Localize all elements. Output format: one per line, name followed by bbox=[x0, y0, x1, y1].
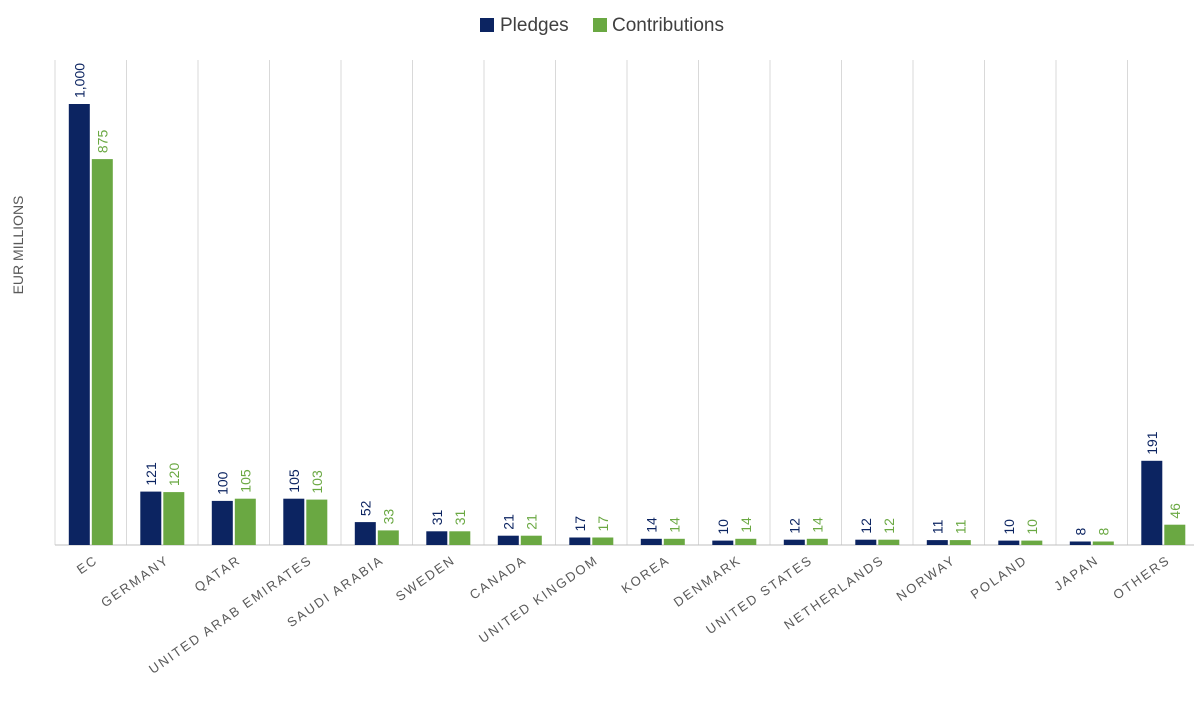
bar-pledges-united-arab-emirates bbox=[283, 498, 305, 545]
bar-pledges-united-kingdom bbox=[569, 537, 591, 545]
legend-swatch-pledges bbox=[480, 18, 494, 32]
x-tick-label: UNITED KINGDOM bbox=[476, 552, 601, 646]
data-label-pledges: 14 bbox=[643, 517, 659, 533]
data-label-pledges: 105 bbox=[286, 469, 302, 493]
bar-contributions-qatar bbox=[234, 498, 256, 545]
bar-pledges-saudi-arabia bbox=[354, 522, 376, 545]
x-tick-label: DENMARK bbox=[671, 552, 744, 610]
data-label-pledges: 191 bbox=[1144, 431, 1160, 455]
bar-pledges-sweden bbox=[426, 531, 448, 545]
data-label-contributions: 33 bbox=[380, 509, 396, 525]
bar-contributions-ec bbox=[91, 159, 113, 545]
x-tick-label: QATAR bbox=[192, 552, 244, 595]
bar-contributions-united-arab-emirates bbox=[306, 499, 328, 545]
data-label-pledges: 11 bbox=[929, 519, 945, 534]
data-label-contributions: 8 bbox=[1095, 528, 1111, 536]
bar-pledges-ec bbox=[68, 104, 90, 545]
bar-pledges-germany bbox=[140, 491, 162, 545]
grid-lines bbox=[54, 60, 1194, 546]
x-tick-label: GERMANY bbox=[98, 552, 172, 610]
bar-contributions-others bbox=[1164, 524, 1186, 545]
bar-pledges-poland bbox=[998, 540, 1020, 545]
bar-contributions-sweden bbox=[449, 531, 471, 545]
data-label-pledges: 121 bbox=[143, 462, 159, 486]
bar-contributions-netherlands bbox=[878, 539, 900, 545]
data-label-contributions: 10 bbox=[1024, 519, 1040, 535]
data-label-pledges: 1,000 bbox=[71, 63, 87, 98]
bar-contributions-norway bbox=[949, 540, 971, 545]
legend: Pledges Contributions bbox=[480, 15, 724, 36]
data-label-contributions: 120 bbox=[166, 463, 182, 487]
data-label-pledges: 17 bbox=[572, 516, 588, 532]
data-label-pledges: 8 bbox=[1072, 528, 1088, 536]
bar-contributions-united-states bbox=[806, 538, 828, 545]
data-label-pledges: 10 bbox=[1001, 519, 1017, 535]
bar-contributions-poland bbox=[1021, 540, 1043, 545]
data-label-contributions: 875 bbox=[94, 130, 110, 154]
legend-swatch-contributions bbox=[593, 18, 607, 32]
x-tick-label: CANADA bbox=[467, 552, 530, 602]
data-label-pledges: 52 bbox=[357, 500, 373, 516]
bar-pledges-japan bbox=[1069, 541, 1091, 545]
bar-pledges-united-states bbox=[783, 539, 805, 545]
bar-contributions-canada bbox=[520, 535, 542, 545]
legend-label-pledges: Pledges bbox=[500, 15, 569, 36]
bar-contributions-japan bbox=[1092, 541, 1114, 545]
data-label-contributions: 14 bbox=[738, 517, 754, 533]
x-tick-label: OTHERS bbox=[1110, 552, 1173, 602]
data-label-pledges: 31 bbox=[429, 510, 445, 526]
bar-pledges-denmark bbox=[712, 540, 734, 545]
bar-pledges-others bbox=[1141, 460, 1163, 545]
data-label-contributions: 21 bbox=[523, 514, 539, 530]
data-label-pledges: 10 bbox=[715, 519, 731, 535]
x-tick-label: NORWAY bbox=[894, 552, 959, 604]
x-tick-label: EC bbox=[74, 552, 101, 577]
y-axis-label: EUR MILLIONS bbox=[10, 196, 26, 295]
bar-pledges-netherlands bbox=[855, 539, 877, 545]
data-label-pledges: 21 bbox=[500, 514, 516, 530]
bar-pledges-canada bbox=[497, 535, 519, 545]
x-tick-label: JAPAN bbox=[1051, 552, 1101, 594]
data-label-contributions: 14 bbox=[666, 517, 682, 533]
data-label-pledges: 12 bbox=[858, 518, 874, 534]
bar-pledges-norway bbox=[926, 540, 948, 545]
legend-label-contributions: Contributions bbox=[612, 15, 724, 36]
bar-contributions-denmark bbox=[735, 538, 757, 545]
data-label-contributions: 46 bbox=[1167, 503, 1183, 519]
data-label-contributions: 17 bbox=[595, 516, 611, 532]
x-tick-label: POLAND bbox=[968, 552, 1030, 602]
data-label-contributions: 14 bbox=[809, 517, 825, 533]
data-label-pledges: 100 bbox=[214, 471, 230, 495]
bar-contributions-korea bbox=[663, 538, 685, 545]
data-label-contributions: 105 bbox=[237, 469, 253, 493]
data-label-contributions: 12 bbox=[881, 518, 897, 534]
data-label-contributions: 31 bbox=[452, 510, 468, 526]
bar-pledges-qatar bbox=[211, 500, 233, 545]
x-tick-label: SWEDEN bbox=[393, 552, 458, 604]
bar-pledges-korea bbox=[640, 538, 662, 545]
bar-contributions-united-kingdom bbox=[592, 537, 614, 545]
bars bbox=[68, 104, 1186, 545]
bar-contributions-germany bbox=[163, 492, 185, 545]
data-label-contributions: 11 bbox=[952, 519, 968, 534]
bar-contributions-saudi-arabia bbox=[377, 530, 399, 545]
data-label-pledges: 12 bbox=[786, 518, 802, 534]
data-label-contributions: 103 bbox=[309, 470, 325, 494]
data-labels: 1,000 875 121 120 100 105 105 103 52 33 31 31 21 21 17… bbox=[71, 63, 1183, 536]
x-tick-label: KOREA bbox=[618, 552, 672, 596]
